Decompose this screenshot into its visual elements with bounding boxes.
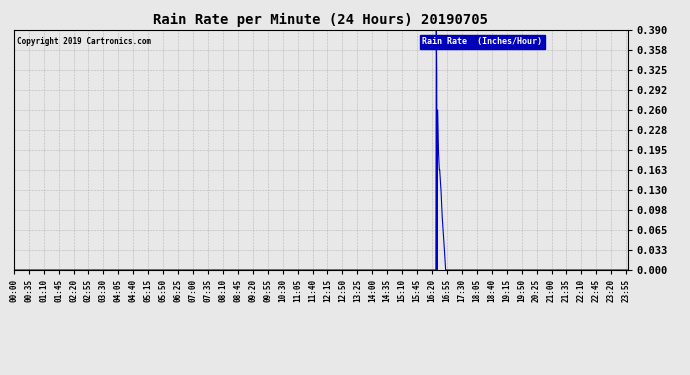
- Title: Rain Rate per Minute (24 Hours) 20190705: Rain Rate per Minute (24 Hours) 20190705: [153, 13, 489, 27]
- Text: Copyright 2019 Cartronics.com: Copyright 2019 Cartronics.com: [17, 37, 151, 46]
- Text: Rain Rate  (Inches/Hour): Rain Rate (Inches/Hour): [422, 37, 542, 46]
